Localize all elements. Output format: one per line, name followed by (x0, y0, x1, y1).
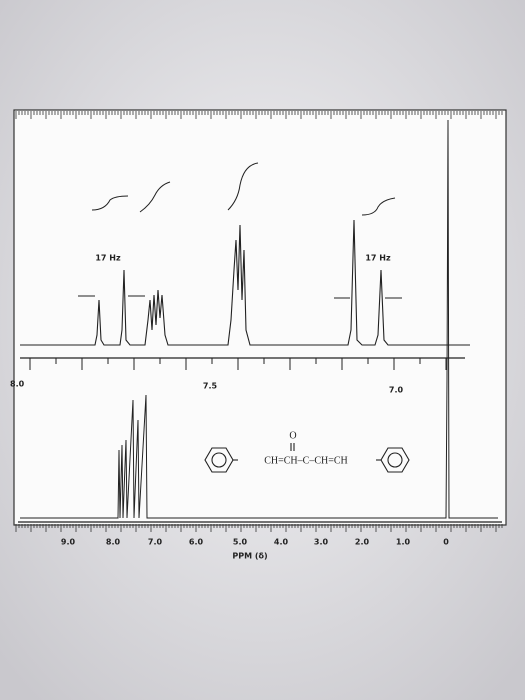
inset-axis-label: 7.0 (389, 386, 404, 395)
coupling-label: 17 Hz (95, 254, 121, 263)
integral-curves (91, 162, 396, 216)
axis-title: PPM (δ) (232, 552, 267, 561)
axis-label: 7.0 (148, 538, 163, 547)
axis-label: 3.0 (314, 538, 329, 547)
oxygen-label: O (289, 430, 296, 441)
axis-label: 1.0 (396, 538, 411, 547)
axis-label: 9.0 (61, 538, 76, 547)
spectrum-frame (13, 109, 507, 526)
main-trace (20, 119, 498, 519)
inset-axis-label: 8.0 (10, 380, 25, 389)
axis-label: 2.0 (355, 538, 370, 547)
axis-label: 8.0 (106, 538, 121, 547)
axis-label: 5.0 (233, 538, 248, 547)
axis-label: 0 (443, 538, 449, 547)
axis-label: 4.0 (274, 538, 289, 547)
inset-ticks (29, 358, 447, 370)
inset-trace (20, 219, 470, 346)
chain-label: CH=CH–C–CH=CH (264, 455, 348, 466)
axis-label: 6.0 (189, 538, 204, 547)
bottom-ruler (15, 524, 503, 532)
top-ruler (15, 111, 503, 119)
structure-drawing (204, 443, 410, 473)
coupling-label: 17 Hz (365, 254, 391, 263)
coupling-arrows (78, 295, 402, 299)
main-axis: 9.0 8.0 7.0 6.0 5.0 4.0 3.0 2.0 1.0 0 (61, 538, 449, 547)
inset-axis-label: 7.5 (203, 382, 218, 391)
